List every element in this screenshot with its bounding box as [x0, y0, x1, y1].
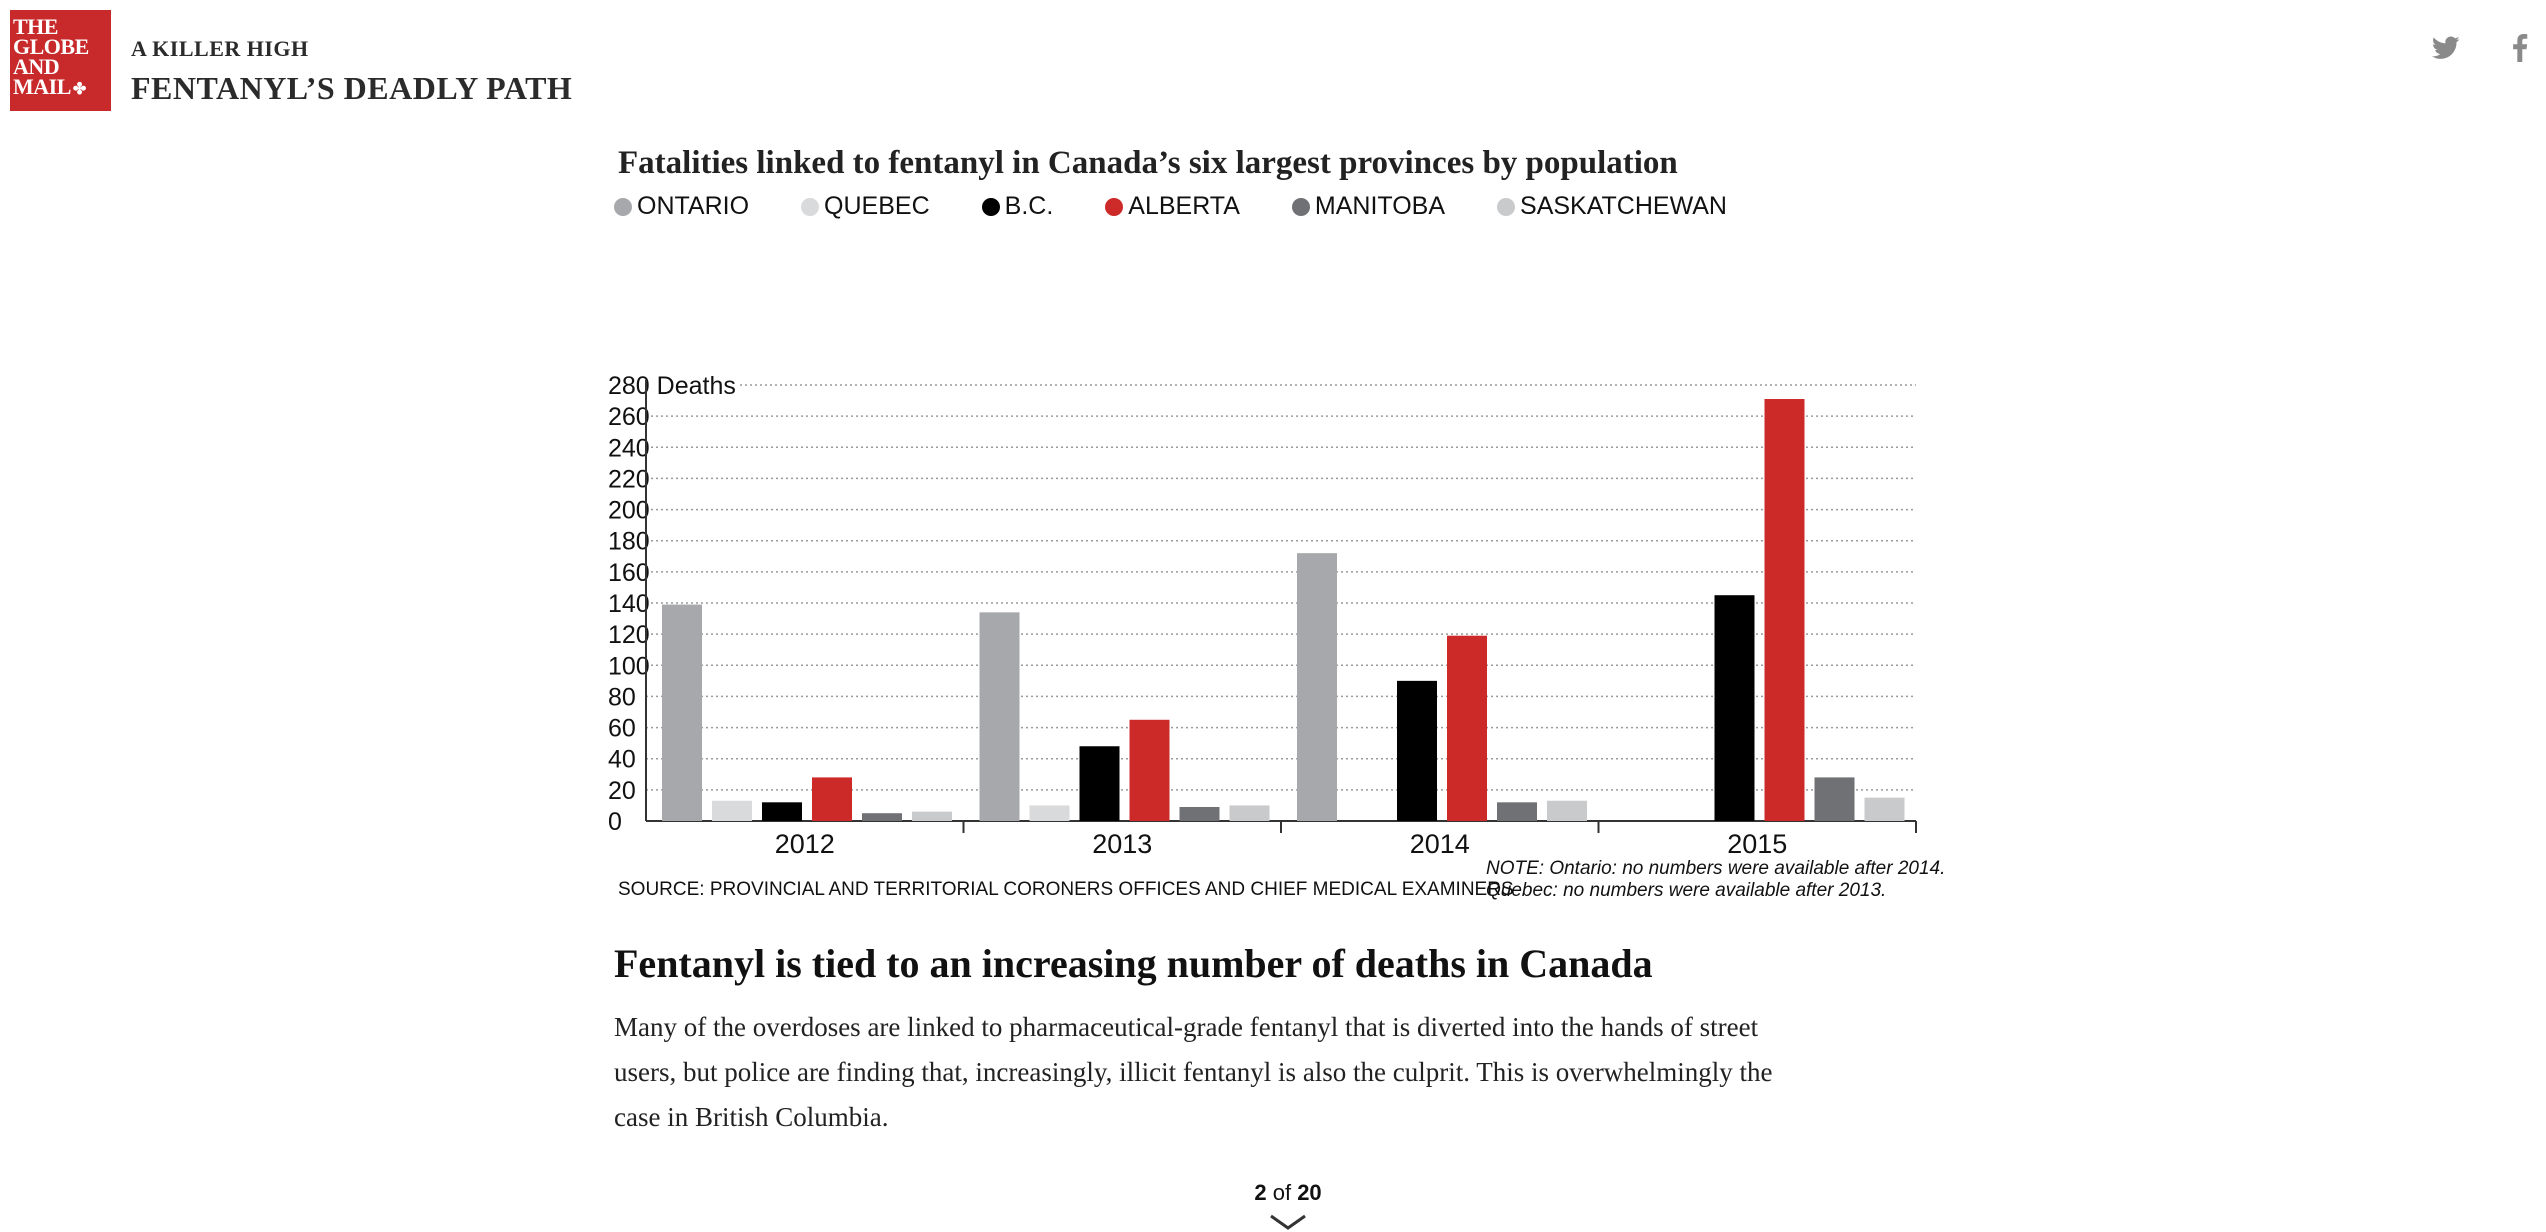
y-tick-label: 120 [608, 621, 650, 649]
legend-item-ontario: ONTARIO [614, 192, 749, 221]
logo-line: MAIL [13, 74, 71, 99]
slide-body-text: Many of the overdoses are linked to phar… [614, 1012, 1773, 1132]
legend-item-bc: B.C. [981, 192, 1054, 221]
bar-manitoba-2014 [1497, 802, 1537, 821]
maple-leaf-icon: ✤ [72, 81, 86, 98]
bar-ontario-2014 [1297, 553, 1337, 821]
slide-headline: Fentanyl is tied to an increasing number… [614, 941, 1653, 986]
legend-item-saskatchewan: SASKATCHEWAN [1497, 192, 1727, 221]
x-tick-label: 2012 [775, 829, 835, 859]
fentanyl-deaths-chart: Fatalities linked to fentanyl in Canada’… [600, 140, 1960, 910]
y-tick-label: 180 [608, 528, 650, 556]
legend-label: MANITOBA [1314, 192, 1446, 220]
twitter-icon [2432, 36, 2460, 59]
current-slide: 2 [1254, 1180, 1267, 1205]
bar-alberta-2014 [1447, 635, 1487, 821]
chart-source: SOURCE: PROVINCIAL AND TERRITORIAL CORON… [618, 879, 1514, 900]
chart-note-line: NOTE: Ontario: no numbers were available… [1486, 858, 1946, 879]
legend-label: B.C. [1004, 192, 1054, 220]
legend-swatch [801, 197, 820, 216]
bar-quebec-2012 [712, 800, 752, 821]
legend-swatch [981, 197, 1000, 216]
bar-chart-plot: 0 20 40 60 80 100 120 140 160 180 200 220 240 260 280 … [608, 372, 1917, 859]
y-tick-label: 0 [608, 808, 622, 836]
y-tick-label: 80 [608, 683, 636, 711]
bar-quebec-2013 [1029, 805, 1070, 821]
legend-swatch [1291, 197, 1310, 216]
legend-item-manitoba: MANITOBA [1291, 192, 1446, 221]
chart-note: NOTE: Ontario: no numbers were available… [1486, 858, 1945, 902]
facebook-share-button[interactable] [2500, 28, 2540, 68]
x-tick-label: 2014 [1410, 829, 1470, 859]
series-kicker: A KILLER HIGH [131, 36, 309, 61]
bar-saskatchewan-2012 [912, 811, 952, 821]
logo-line: AND [13, 54, 60, 79]
social-share [2426, 28, 2546, 68]
chart-note-line: Quebec: no numbers were available after … [1486, 880, 1887, 901]
legend-label: ONTARIO [637, 192, 750, 220]
chart-title: Fatalities linked to fentanyl in Canada’… [618, 145, 1678, 181]
bar-b-c-2015 [1714, 595, 1755, 821]
next-slide-chevron-icon[interactable] [1268, 1213, 1308, 1231]
logo-line: THE [13, 14, 58, 39]
slide-caption: Fentanyl is tied to an increasing number… [614, 940, 1774, 1140]
bar-b-c-2013 [1079, 746, 1120, 821]
total-slides: 20 [1297, 1180, 1322, 1205]
series-title[interactable]: FENTANYL’S DEADLY PATH [131, 70, 573, 106]
bar-alberta-2013 [1129, 719, 1170, 821]
bar-alberta-2015 [1764, 399, 1805, 821]
y-tick-label: 200 [608, 497, 650, 525]
y-tick-label: 140 [608, 590, 650, 618]
y-tick-label: 220 [608, 465, 650, 493]
y-tick-label: 60 [608, 715, 636, 743]
header-text: A KILLER HIGH FENTANYL’S DEADLY PATH [131, 36, 572, 107]
legend-label: ALBERTA [1128, 192, 1240, 220]
y-tick-label: 100 [608, 652, 650, 680]
twitter-share-button[interactable] [2426, 28, 2466, 68]
legend-label: QUEBEC [824, 192, 930, 220]
legend-label: SASKATCHEWAN [1520, 192, 1727, 220]
x-tick-label: 2013 [1092, 829, 1152, 859]
y-tick-label: 160 [608, 559, 650, 587]
pager-separator: of [1272, 1180, 1292, 1205]
bar-manitoba-2012 [862, 813, 902, 821]
legend-swatch [1105, 197, 1124, 216]
slide-counter: 2 of 20 [1223, 1180, 1353, 1206]
bar-saskatchewan-2014 [1547, 800, 1587, 821]
y-tick-label: 20 [608, 777, 636, 805]
bar-b-c-2014 [1397, 680, 1437, 821]
y-tick-label: 240 [608, 434, 650, 462]
y-tick-label: 40 [608, 746, 636, 774]
bar-alberta-2012 [812, 777, 852, 821]
bar-manitoba-2015 [1814, 777, 1855, 821]
bar-ontario-2012 [662, 604, 702, 821]
globe-and-mail-logo[interactable]: THE GLOBE AND MAIL ✤ [10, 10, 111, 111]
legend-item-alberta: ALBERTA [1105, 192, 1240, 221]
bar-manitoba-2013 [1179, 806, 1220, 821]
y-tick-label: 280 Deaths [608, 372, 736, 400]
bar-b-c-2012 [762, 802, 802, 821]
legend-swatch [614, 197, 632, 216]
logo-line: GLOBE [13, 34, 89, 59]
x-tick-label: 2015 [1727, 829, 1787, 859]
legend-swatch [1497, 197, 1516, 216]
bar-saskatchewan-2013 [1229, 805, 1270, 821]
chart-legend: ONTARIO QUEBEC B.C. ALBERTA MANITOBA SAS… [614, 192, 1727, 221]
y-tick-label: 260 [608, 403, 650, 431]
bar-saskatchewan-2015 [1864, 797, 1905, 821]
bar-ontario-2013 [979, 612, 1020, 821]
legend-item-quebec: QUEBEC [801, 192, 930, 221]
facebook-icon [2513, 34, 2528, 62]
